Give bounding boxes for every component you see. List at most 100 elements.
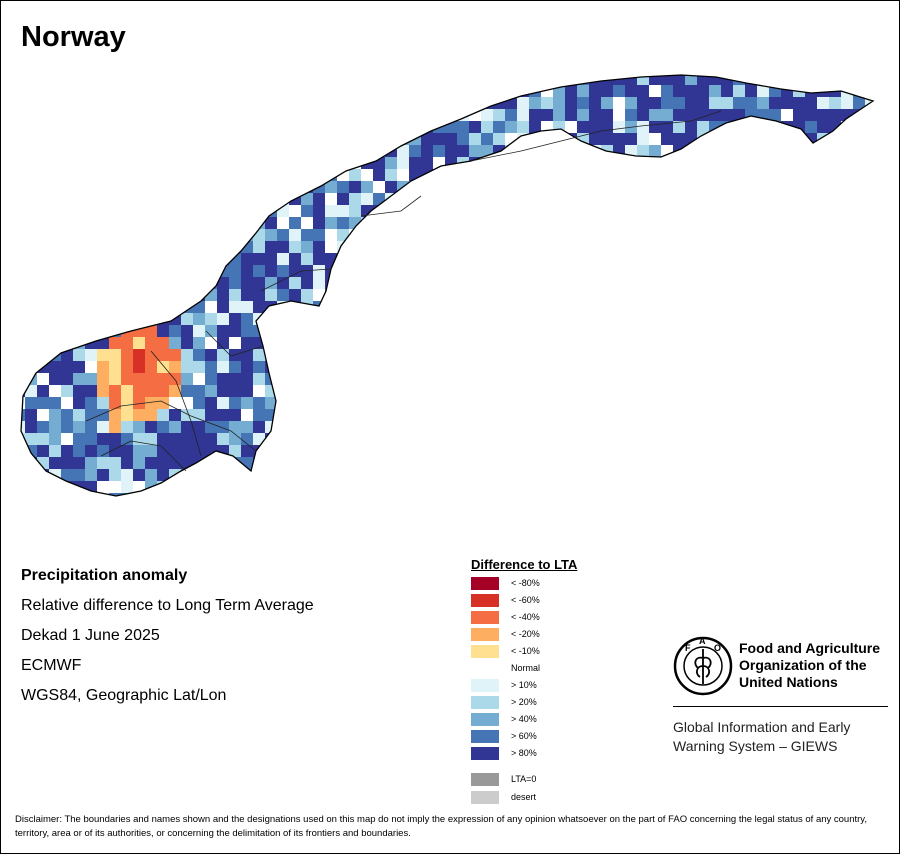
anomaly-cell (553, 493, 565, 496)
anomaly-cell (685, 493, 697, 496)
anomaly-cell (697, 241, 709, 253)
anomaly-cell (313, 229, 325, 241)
anomaly-cell (145, 289, 157, 301)
anomaly-cell (517, 385, 529, 397)
anomaly-cell (325, 421, 337, 433)
anomaly-cell (421, 181, 433, 193)
anomaly-cell (337, 229, 349, 241)
anomaly-cell (181, 277, 193, 289)
anomaly-cell (361, 193, 373, 205)
anomaly-cell (253, 241, 265, 253)
anomaly-cell (481, 205, 493, 217)
anomaly-cell (673, 409, 685, 421)
anomaly-cell (541, 337, 553, 349)
anomaly-cell (241, 337, 253, 349)
anomaly-cell (433, 85, 445, 97)
anomaly-cell (505, 493, 517, 496)
product-heading: Precipitation anomaly (21, 567, 188, 584)
anomaly-cell (73, 205, 85, 217)
anomaly-cell (349, 193, 361, 205)
anomaly-cell (577, 181, 589, 193)
anomaly-cell (145, 493, 157, 496)
anomaly-cell (769, 325, 781, 337)
anomaly-cell (601, 253, 613, 265)
anomaly-cell (241, 313, 253, 325)
anomaly-cell (445, 265, 457, 277)
anomaly-cell (493, 133, 505, 145)
map-info: Precipitation anomaly Relative differenc… (21, 561, 314, 711)
anomaly-cell (493, 217, 505, 229)
anomaly-cell (325, 97, 337, 109)
anomaly-cell (49, 85, 61, 97)
anomaly-cell (97, 313, 109, 325)
anomaly-cell (289, 469, 301, 481)
anomaly-cell (697, 517, 709, 529)
anomaly-cell (193, 253, 205, 265)
anomaly-cell (313, 301, 325, 313)
anomaly-cell (637, 109, 649, 121)
anomaly-cell (97, 469, 109, 481)
anomaly-cell (397, 109, 409, 121)
anomaly-cell (469, 301, 481, 313)
anomaly-cell (721, 133, 733, 145)
anomaly-cell (337, 121, 349, 133)
anomaly-cell (289, 517, 301, 529)
anomaly-cell (157, 217, 169, 229)
anomaly-cell (445, 349, 457, 361)
anomaly-cell (481, 133, 493, 145)
anomaly-cell (697, 75, 709, 85)
anomaly-cell (289, 157, 301, 169)
anomaly-cell (505, 361, 517, 373)
anomaly-cell (637, 313, 649, 325)
anomaly-cell (73, 241, 85, 253)
anomaly-cell (493, 85, 505, 97)
anomaly-cell (241, 361, 253, 373)
anomaly-cell (121, 217, 133, 229)
anomaly-cell (121, 349, 133, 361)
anomaly-cell (265, 349, 277, 361)
anomaly-cell (457, 469, 469, 481)
anomaly-cell (577, 289, 589, 301)
anomaly-cell (313, 313, 325, 325)
anomaly-cell (565, 385, 577, 397)
anomaly-cell (229, 85, 241, 97)
anomaly-cell (541, 469, 553, 481)
anomaly-cell (805, 433, 817, 445)
anomaly-cell (577, 409, 589, 421)
anomaly-cell (613, 61, 625, 73)
anomaly-cell (181, 229, 193, 241)
anomaly-cell (817, 109, 829, 121)
anomaly-cell (661, 445, 673, 457)
anomaly-cell (313, 157, 325, 169)
anomaly-cell (721, 229, 733, 241)
anomaly-cell (613, 433, 625, 445)
anomaly-cell (625, 337, 637, 349)
anomaly-cell (589, 493, 601, 496)
anomaly-cell (577, 517, 589, 529)
anomaly-cell (517, 505, 529, 517)
legend-swatch (471, 713, 499, 726)
anomaly-cell (517, 469, 529, 481)
anomaly-cell (637, 529, 649, 541)
anomaly-cell (565, 289, 577, 301)
anomaly-cell (613, 361, 625, 373)
anomaly-cell (349, 253, 361, 265)
anomaly-cell (73, 445, 85, 457)
anomaly-cell (373, 337, 385, 349)
anomaly-cell (97, 169, 109, 181)
anomaly-cell (205, 229, 217, 241)
anomaly-cell (817, 337, 829, 349)
anomaly-cell (121, 385, 133, 397)
anomaly-cell (25, 433, 37, 445)
anomaly-cell (1, 349, 13, 361)
anomaly-cell (589, 133, 601, 145)
anomaly-cell (661, 205, 673, 217)
anomaly-cell (157, 337, 169, 349)
anomaly-cell (613, 193, 625, 205)
anomaly-cell (769, 385, 781, 397)
anomaly-cell (769, 169, 781, 181)
anomaly-cell (805, 253, 817, 265)
anomaly-cell (409, 361, 421, 373)
anomaly-cell (841, 181, 853, 193)
anomaly-cell (673, 325, 685, 337)
